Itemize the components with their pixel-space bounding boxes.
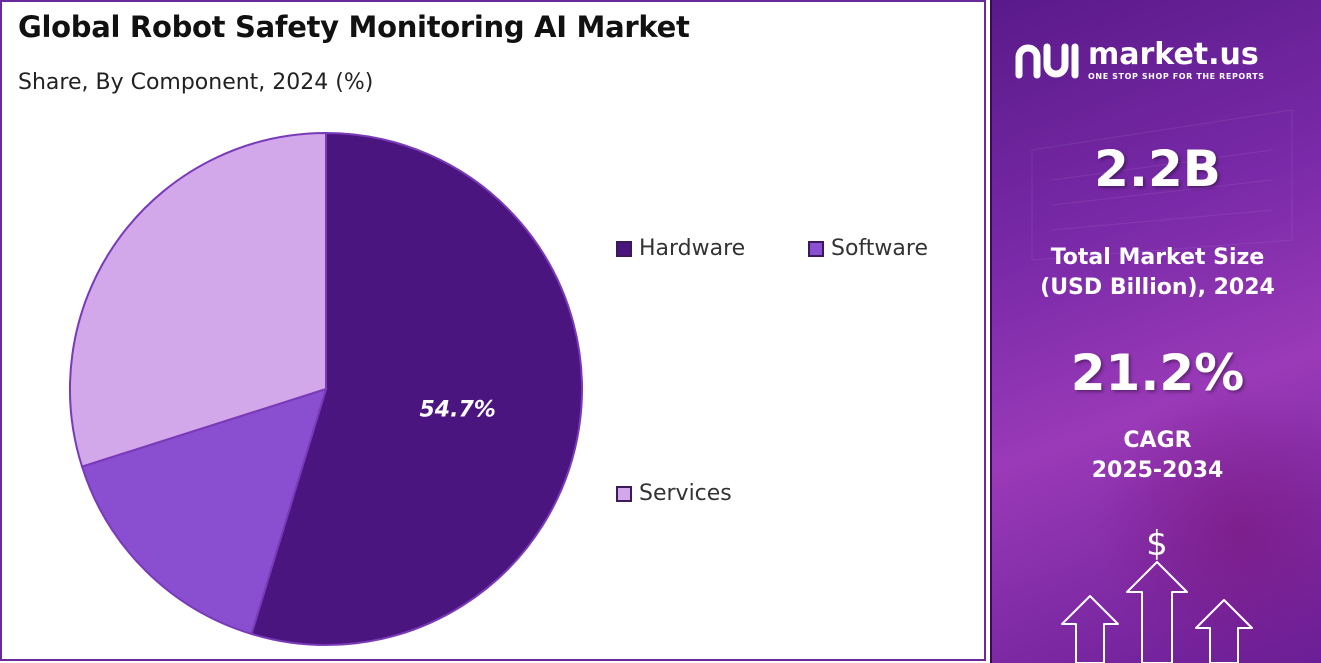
cagr-value: 21.2% [1070,344,1245,402]
legend-item-hardware: Hardware [616,236,745,261]
chart-subtitle: Share, By Component, 2024 (%) [18,70,374,95]
chart-panel: Global Robot Safety Monitoring AI Market… [0,0,986,661]
market-size-label-line1: Total Market Size [1050,245,1265,270]
legend-swatch-hardware [616,240,632,257]
pie-slice-services [69,131,327,468]
data-label-hardware: 54.7% [420,398,496,423]
brand-logo: market.us ONE STOP SHOP FOR THE REPORTS [1014,40,1265,81]
legend-label-hardware: Hardware [639,236,746,261]
brand-tagline: ONE STOP SHOP FOR THE REPORTS [1088,72,1265,81]
svg-text:$: $ [1146,524,1168,564]
legend-label-services: Services [639,481,732,506]
chart-title: Global Robot Safety Monitoring AI Market [18,10,690,44]
legend-item-software: Software [808,236,928,261]
cagr-period: 2025-2034 [1091,458,1224,483]
brand-name: market.us [1088,37,1259,72]
legend-label-software: Software [831,236,928,261]
summary-panel: market.us ONE STOP SHOP FOR THE REPORTS … [990,0,1321,663]
pie-slice-hardware [250,131,583,646]
pie-slice-software [80,387,328,636]
market-size-label-line2: (USD Billion), 2024 [1040,275,1275,300]
cagr-label: CAGR [1123,428,1192,453]
legend-item-services: Services [616,481,732,506]
legend-swatch-services [616,485,632,502]
pie-chart: 54.7% [69,131,583,646]
market-size-value: 2.2B [1094,140,1221,198]
dollar-growth-arrows-icon: $ [1061,524,1253,663]
background-chart-decoration [1031,109,1293,261]
market-us-logo-icon [1015,43,1079,78]
legend-swatch-software [808,240,824,257]
